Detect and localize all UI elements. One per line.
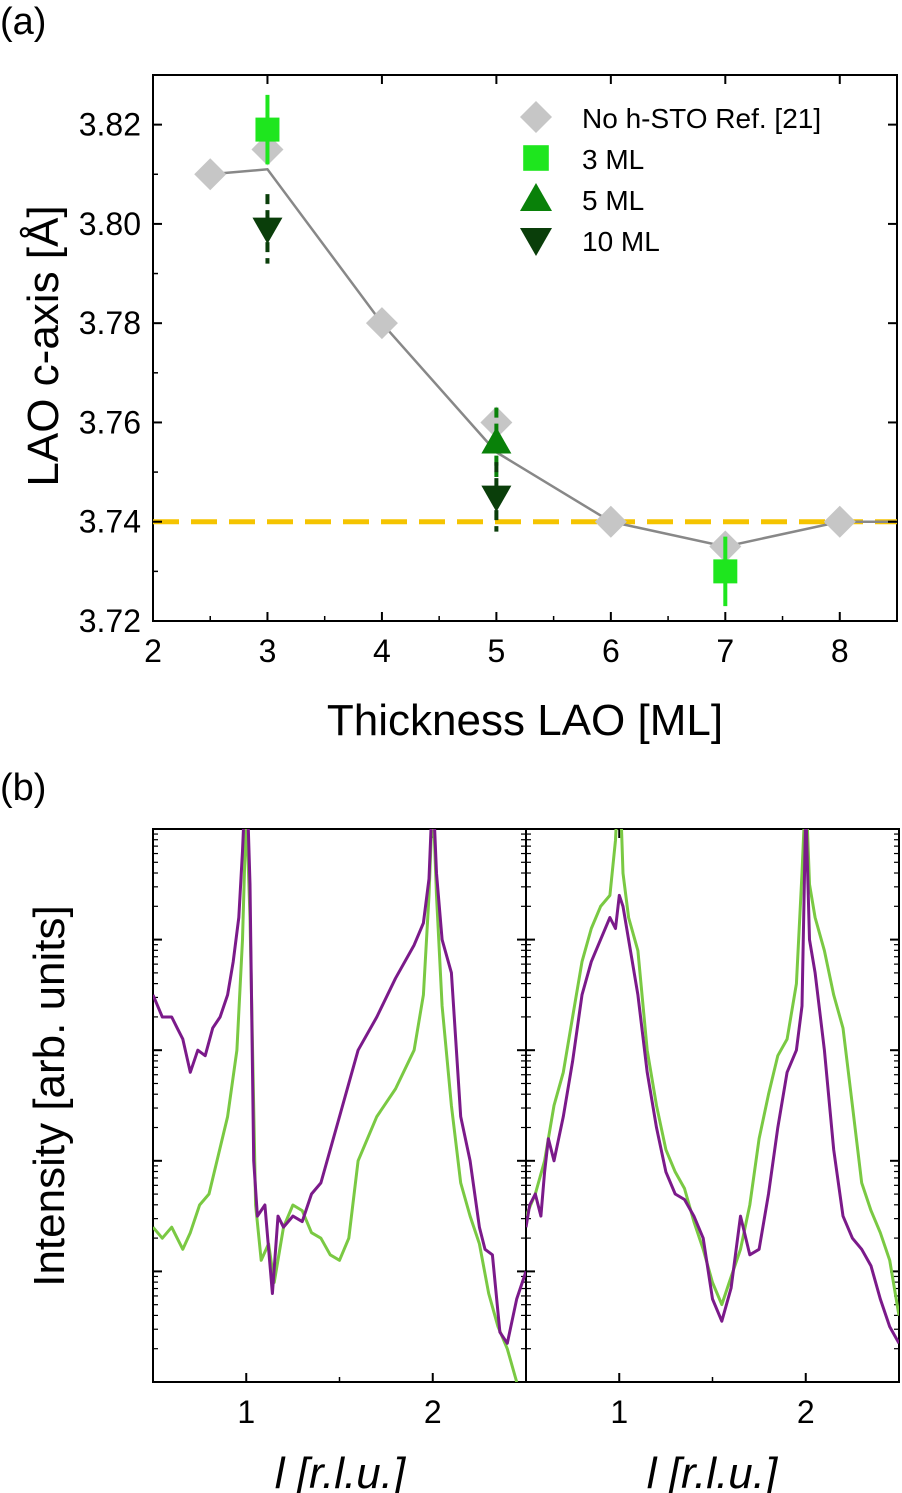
data-point-triangle-down (252, 217, 283, 244)
x-tick-label: 2 (144, 633, 162, 669)
y-tick-label: 3.82 (79, 107, 141, 143)
y-tick-label: 3.78 (79, 305, 141, 341)
data-point-triangle-up (481, 427, 512, 454)
y-tick-label: 3.72 (79, 603, 141, 639)
chart-a: 2 3 4 5 6 7 8 3.72 3.74 3.76 3.78 3.80 3.82 No h-STO… (19, 74, 898, 745)
guide-line (210, 168, 897, 548)
data-point-diamond (365, 307, 398, 340)
chart-b-right-x-axis-label: l [r.l.u.] (647, 1449, 779, 1493)
legend-marker-triangle-up (520, 183, 552, 211)
series-line-green (526, 829, 899, 1316)
x-tick-label: 2 (797, 1394, 815, 1430)
chart-b-left-x-label-text: l [r.l.u.] (275, 1449, 407, 1493)
data-point-square (255, 117, 280, 142)
x-tick-label: 1 (237, 1394, 255, 1430)
data-point-diamond (594, 505, 627, 538)
legend-label: 3 ML (582, 144, 644, 175)
x-tick-label: 7 (716, 633, 734, 669)
chart-a-x-axis-label: Thickness LAO [ML] (327, 696, 723, 745)
legend-marker-square (523, 145, 549, 171)
chart-b-left-frame (152, 828, 527, 1383)
series-line-green (153, 829, 519, 1382)
x-tick-label: 1 (610, 1394, 628, 1430)
x-tick-label: 4 (373, 633, 391, 669)
legend-label: 10 ML (582, 226, 660, 257)
chart-a-plot-frame (152, 74, 898, 622)
panel-label-b: (b) (0, 767, 46, 809)
x-tick-label: 5 (487, 633, 505, 669)
x-tick-label: 6 (602, 633, 620, 669)
y-tick-label: 3.76 (79, 404, 141, 440)
chart-b-right-x-label-text: l [r.l.u.] (647, 1449, 779, 1493)
data-point-square (713, 559, 738, 584)
chart-b-y-axis-label: Intensity [arb. units] (25, 905, 74, 1287)
data-point-diamond (194, 158, 227, 191)
legend-label: No h-STO Ref. [21] (582, 103, 821, 134)
series-line-purple (153, 829, 526, 1345)
legend-marker-triangle-down (520, 228, 552, 256)
data-point-diamond (480, 406, 513, 439)
panel-label-a: (a) (0, 1, 46, 43)
legend-marker-diamond (520, 101, 552, 133)
x-tick-label: 2 (424, 1394, 442, 1430)
data-point-diamond (823, 505, 856, 538)
y-tick-label: 3.74 (79, 504, 141, 540)
legend-label: 5 ML (582, 185, 644, 216)
y-tick-label: 3.80 (79, 206, 141, 242)
chart-b-left-x-axis-label: l [r.l.u.] (275, 1449, 407, 1493)
series-line-purple (526, 829, 899, 1345)
chart-a-y-axis-label: LAO c-axis [Å] (19, 205, 68, 486)
x-tick-label: 8 (831, 633, 849, 669)
x-tick-label: 3 (259, 633, 277, 669)
data-point-triangle-down (481, 485, 512, 512)
